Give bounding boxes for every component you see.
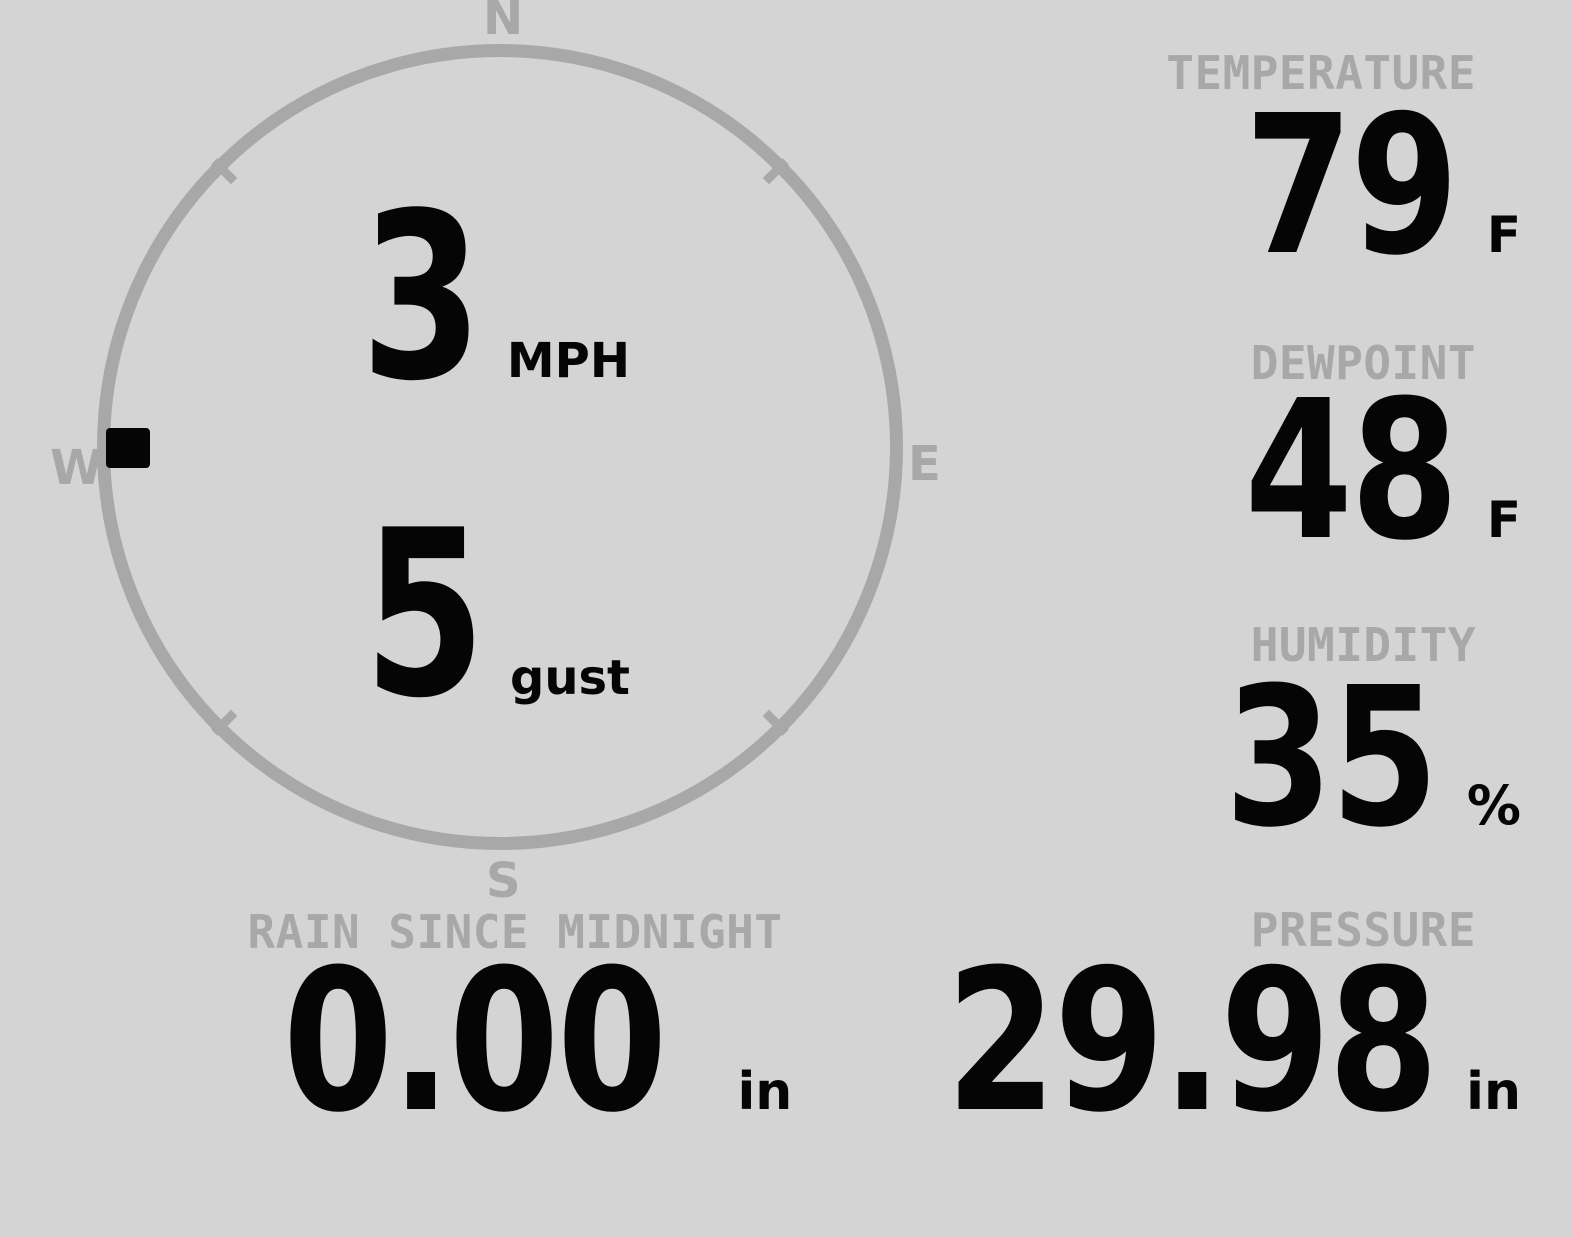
wind-gust-unit: gust [509, 650, 630, 706]
temperature-value: 79 [1245, 75, 1459, 298]
wind-compass: N E S W 3 MPH 5 gust [0, 0, 941, 910]
pressure-value: 29.98 [945, 928, 1439, 1156]
temperature-reading: 79 F [1195, 91, 1521, 283]
wind-gust: 5 gust [160, 501, 630, 731]
dewpoint-reading: 48 F [1195, 376, 1521, 568]
humidity-value: 35 [1225, 647, 1439, 870]
wind-speed: 3 MPH [160, 184, 630, 414]
wind-speed-unit: MPH [506, 333, 630, 389]
rain-label: RAIN SINCE MIDNIGHT [247, 905, 783, 959]
pressure-reading: 29.98 in [831, 944, 1521, 1140]
dewpoint-label: DEWPOINT [1250, 336, 1476, 390]
wind-speed-value: 3 [360, 165, 483, 432]
wind-gust-value: 5 [364, 482, 486, 749]
rain-reading: 0.00 in [100, 944, 930, 1140]
dewpoint-unit: F [1486, 491, 1521, 549]
wind-direction-marker [106, 428, 150, 468]
pressure-label: PRESSURE [1250, 903, 1476, 957]
humidity-label: HUMIDITY [1250, 618, 1476, 672]
temperature-label: TEMPERATURE [1166, 46, 1476, 100]
temperature-unit: F [1486, 206, 1521, 264]
humidity-reading: 35 % [1175, 663, 1521, 855]
compass-label-north: N [483, 0, 524, 46]
rain-unit: in [737, 1062, 793, 1122]
compass-label-east: E [908, 436, 941, 492]
dewpoint-value: 48 [1245, 360, 1459, 583]
compass-label-west: W [50, 440, 103, 496]
rain-value: 0.00 [282, 928, 667, 1156]
pressure-unit: in [1466, 1062, 1521, 1122]
humidity-unit: % [1466, 774, 1521, 837]
compass-label-south: S [486, 853, 521, 909]
